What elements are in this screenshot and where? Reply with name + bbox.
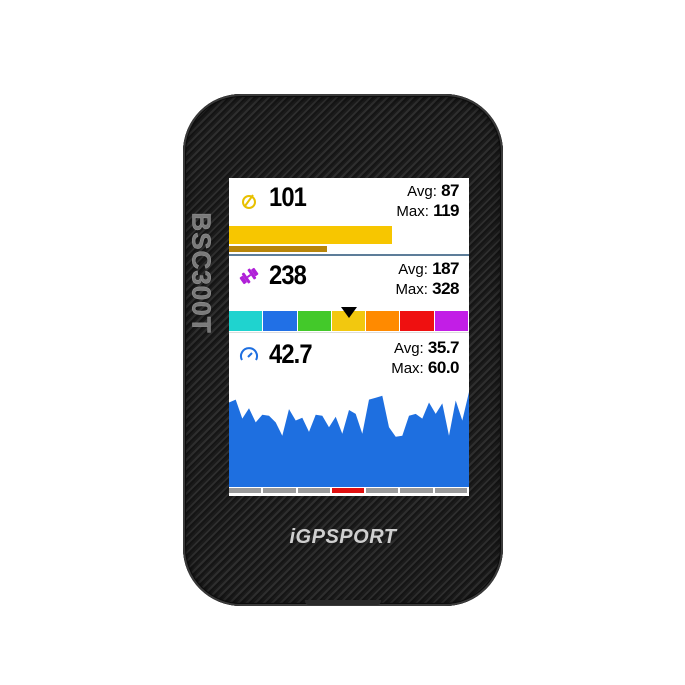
speed-history-chart bbox=[229, 392, 469, 487]
cadence-current-bar bbox=[229, 226, 393, 244]
speed-max: 60.0 bbox=[427, 358, 460, 377]
speed-avg: 35.7 bbox=[427, 338, 460, 357]
power-zone-4 bbox=[331, 311, 367, 331]
speed-field: 42.7 Avg: 35.7 Max: 60.0 bbox=[229, 335, 469, 496]
speed-area bbox=[229, 392, 469, 487]
power-value: 238 bbox=[269, 260, 307, 290]
max-label: Max: bbox=[391, 360, 424, 377]
max-label: Max: bbox=[396, 203, 429, 220]
power-max: 328 bbox=[432, 279, 459, 298]
avg-label: Avg: bbox=[393, 340, 424, 357]
power-field: 238 Avg: 187 Max: 328 bbox=[229, 256, 469, 334]
device-screen: 101 Avg: 87 Max: 119 238 Avg: 187 Max: 3… bbox=[229, 178, 469, 496]
model-label: BSC300T bbox=[186, 178, 217, 368]
divider bbox=[229, 332, 469, 333]
bottom-button[interactable] bbox=[305, 600, 381, 605]
strip-segment-7 bbox=[434, 488, 469, 493]
dumbbell-icon bbox=[239, 267, 259, 285]
strip-segment-6 bbox=[400, 488, 435, 493]
strip-segment-2 bbox=[263, 488, 298, 493]
max-label: Max: bbox=[395, 281, 428, 298]
brand-logo: iGPSPORT bbox=[289, 526, 397, 548]
speed-zone-strip bbox=[229, 488, 469, 493]
divider bbox=[229, 254, 469, 256]
power-zone-5 bbox=[366, 311, 401, 331]
power-zone-2 bbox=[263, 311, 298, 331]
power-zone-3 bbox=[297, 311, 332, 331]
speedometer-icon bbox=[240, 347, 258, 361]
power-zone-7 bbox=[434, 311, 469, 331]
power-stats: Avg: 187 Max: 328 bbox=[395, 259, 459, 299]
cadence-field: 101 Avg: 87 Max: 119 bbox=[229, 178, 469, 254]
strip-segment-1 bbox=[229, 488, 264, 493]
cadence-avg: 87 bbox=[441, 181, 459, 200]
power-zone-1 bbox=[229, 311, 264, 331]
avg-label: Avg: bbox=[407, 183, 437, 200]
power-zone-bar bbox=[229, 311, 469, 331]
model-text: BSC300T bbox=[186, 212, 217, 334]
power-avg: 187 bbox=[432, 259, 459, 278]
strip-segment-4 bbox=[331, 488, 367, 493]
strip-segment-3 bbox=[297, 488, 332, 493]
cadence-max: 119 bbox=[433, 201, 459, 220]
avg-label: Avg: bbox=[398, 261, 428, 278]
speed-value: 42.7 bbox=[269, 339, 313, 369]
cadence-value: 101 bbox=[269, 182, 307, 212]
zone-marker-icon bbox=[341, 307, 357, 318]
cadence-icon bbox=[242, 194, 256, 209]
power-zone-6 bbox=[400, 311, 435, 331]
cadence-stats: Avg: 87 Max: 119 bbox=[396, 181, 459, 221]
speed-stats: Avg: 35.7 Max: 60.0 bbox=[391, 338, 459, 378]
cadence-average-bar bbox=[229, 246, 328, 252]
strip-segment-5 bbox=[366, 488, 401, 493]
